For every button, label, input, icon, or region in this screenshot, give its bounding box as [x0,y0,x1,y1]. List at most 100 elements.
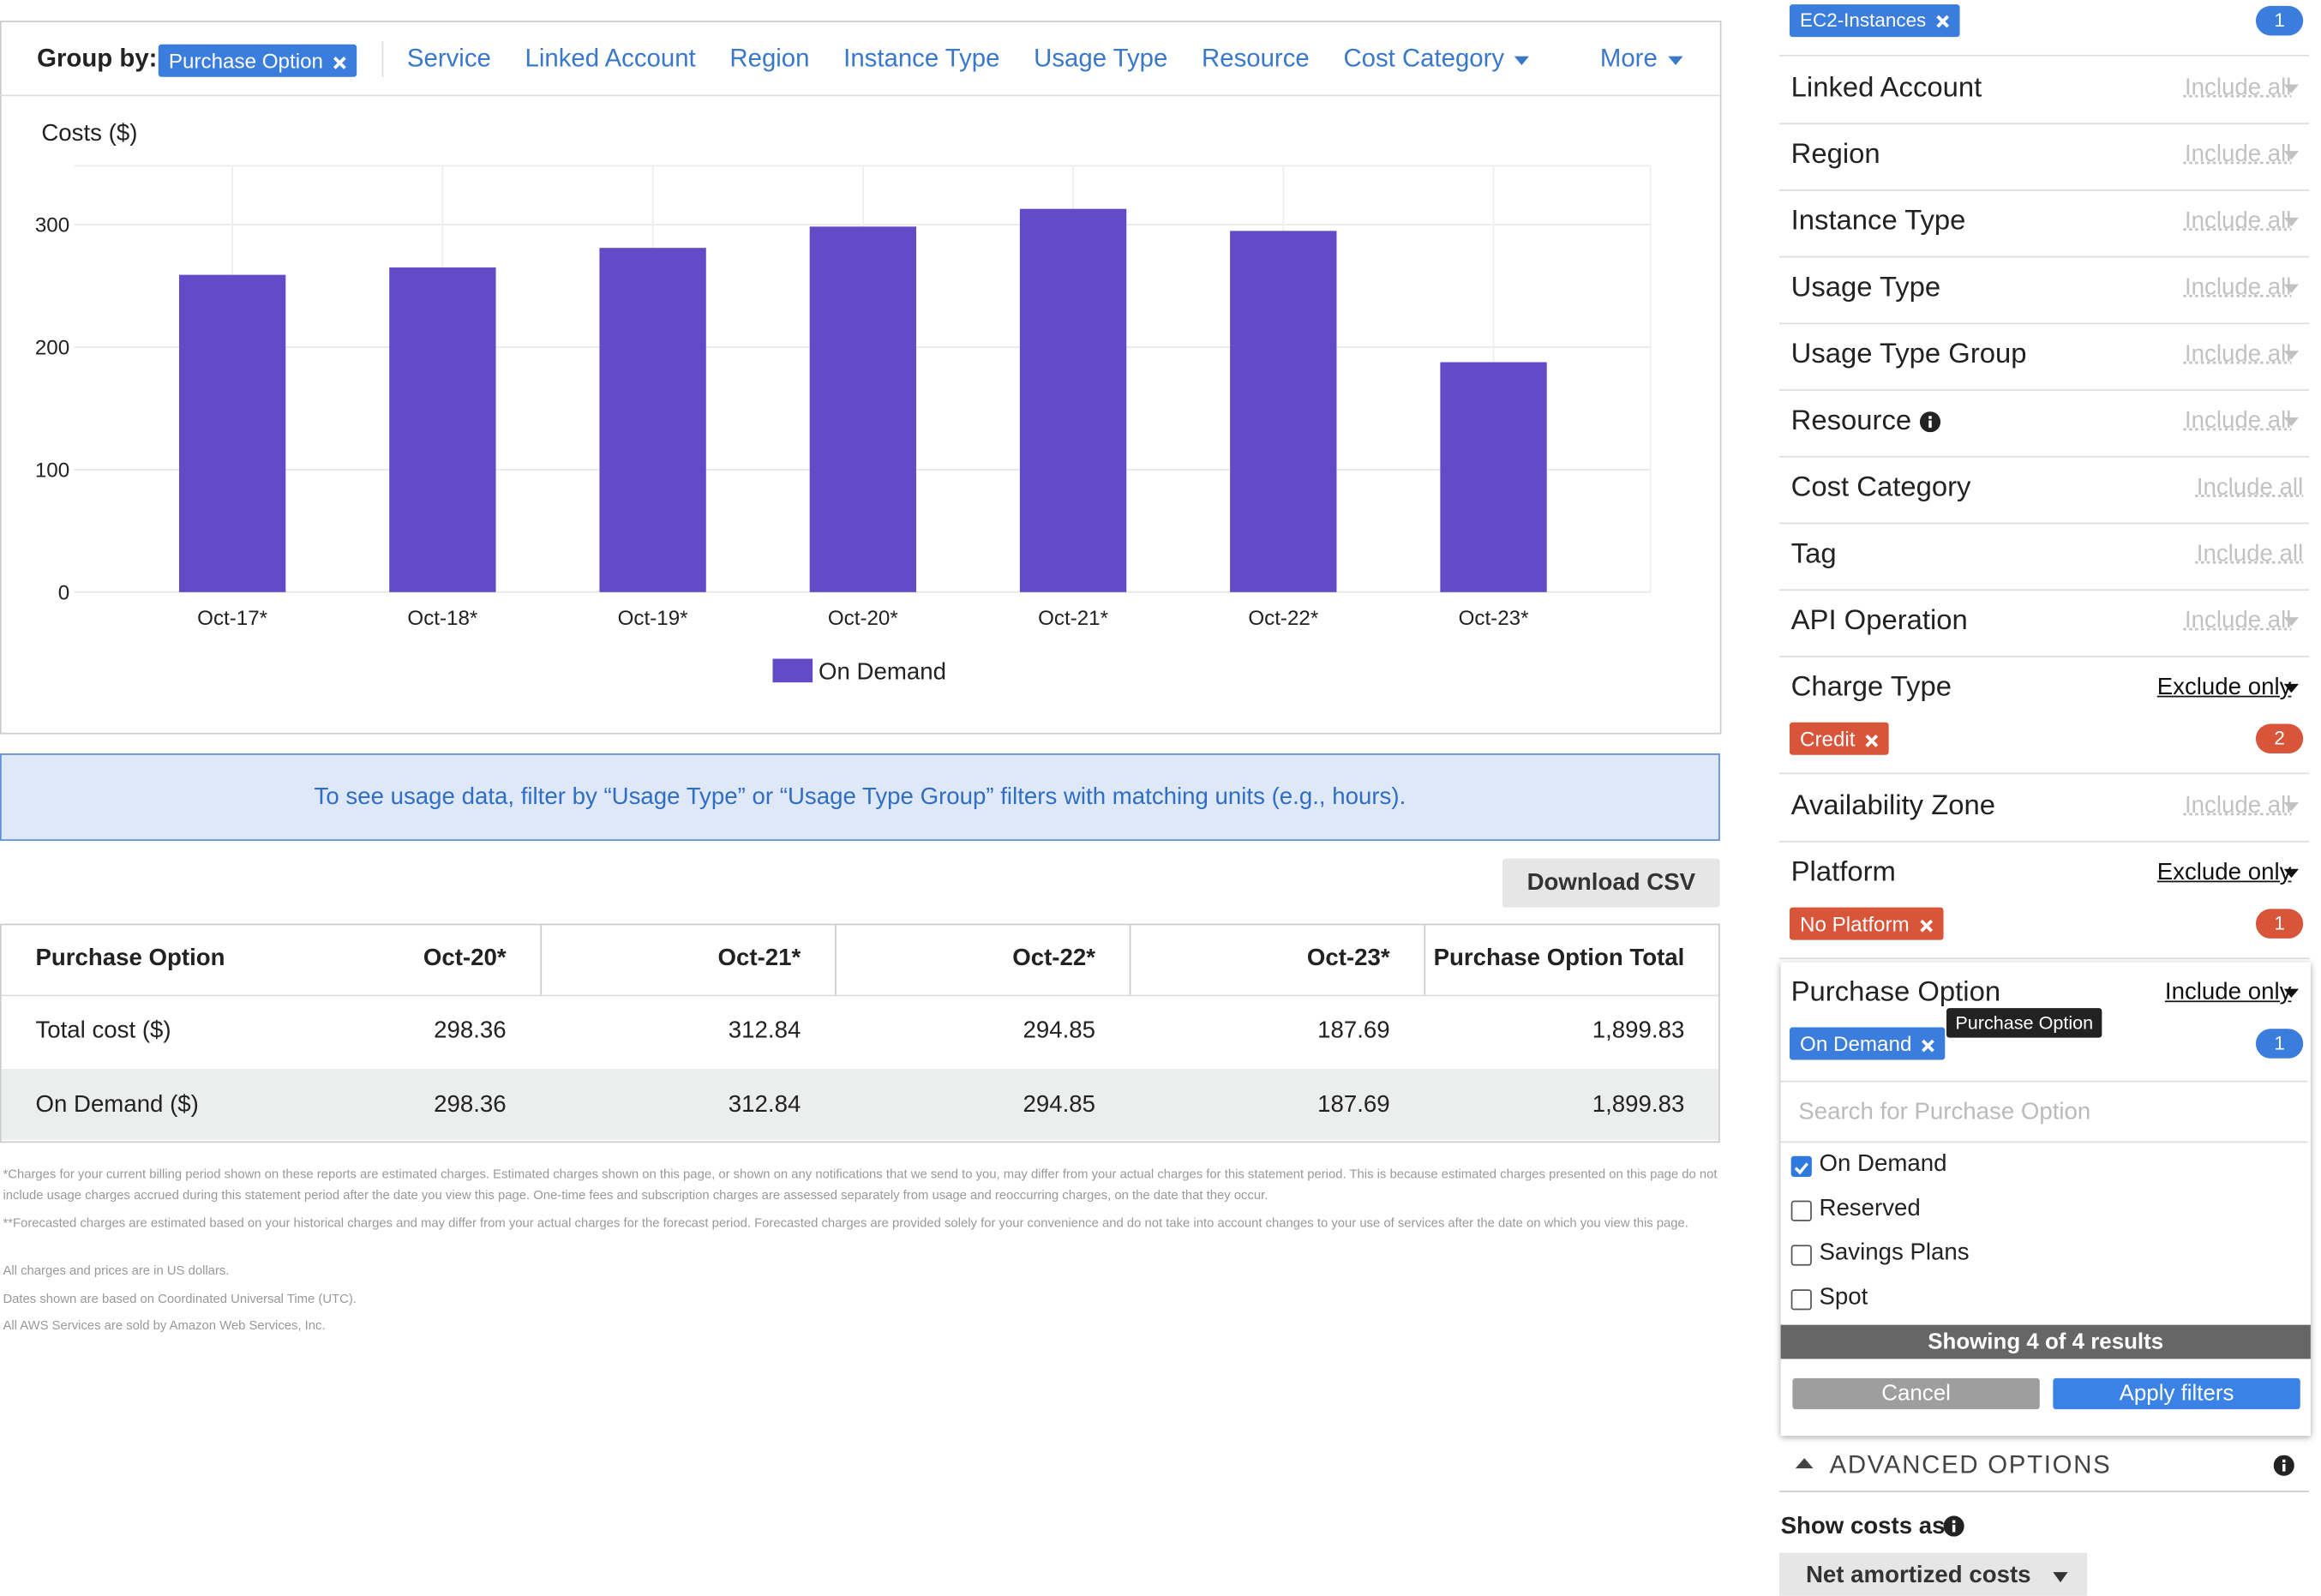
group-option[interactable]: Service [406,44,491,73]
count-badge: 1 [2255,1029,2304,1059]
option-label[interactable]: On Demand [1819,1151,1947,1177]
filter-mode[interactable]: Include all [2196,475,2304,501]
filter-mode[interactable]: Include all [2184,793,2292,819]
table-cell: 187.69 [1317,1018,1390,1044]
filter-label: Resource [1790,405,1912,437]
separator [1778,1491,2310,1492]
table-cell: 312.84 [728,1018,801,1044]
footnote: All charges and prices are in US dollars… [3,1263,230,1278]
table-cell: 187.69 [1317,1092,1390,1118]
option-label[interactable]: Reserved [1819,1196,1921,1221]
dropdown-caret [2283,868,2300,879]
remove-icon[interactable] [333,56,347,69]
checkbox[interactable] [1790,1155,1812,1177]
filter-mode[interactable]: Include all [2184,75,2292,101]
table-cell: Oct-22* [1012,945,1095,971]
table-cell: 1,899.83 [1592,1018,1685,1044]
search-input[interactable]: Search for Purchase Option [1780,1080,2308,1143]
bar [1230,231,1337,592]
table-cell: 294.85 [1023,1092,1095,1118]
chip-label: No Platform [1800,911,1910,936]
filter-chip[interactable]: No Platform [1789,907,1944,940]
y-tick-label: 200 [35,337,69,360]
chart: Costs ($) 0 100 200 300 Oct-17* Oct-18* Oct-19… [0,21,1722,735]
filter-mode[interactable]: Include all [2184,275,2292,301]
apply-button[interactable]: Apply filters [2053,1377,2300,1410]
filter-mode[interactable]: Exclude only [2156,860,2292,885]
cancel-button[interactable]: Cancel [1792,1377,2040,1410]
checkbox[interactable] [1790,1200,1812,1221]
filter-mode[interactable]: Include all [2184,208,2292,234]
show-costs-label: Show costs as [1780,1514,1946,1540]
filter-mode[interactable]: Include all [2184,408,2292,435]
dropdown-caret [2283,417,2300,427]
table-cell: 298.36 [434,1092,507,1118]
group-option[interactable]: Usage Type [1034,44,1168,73]
separator [1778,589,2310,591]
filter-mode[interactable]: Include all [2196,542,2304,567]
remove-icon[interactable] [1936,15,1950,28]
y-axis-label: Costs ($) [41,119,137,146]
group-option[interactable]: Resource [1202,44,1310,73]
separator [1778,772,2310,775]
filter-mode[interactable]: Include only [2164,980,2292,1005]
separator [1778,455,2310,458]
filter-label: Linked Account [1790,72,1982,104]
filter-chip[interactable]: Credit [1789,722,1890,755]
filter-label: Cost Category [1790,471,1971,504]
count-badge: 1 [2255,909,2304,939]
remove-icon[interactable] [1866,734,1880,747]
group-option[interactable]: Linked Account [525,44,696,73]
advanced-options[interactable]: ADVANCED OPTIONS [1829,1450,2112,1479]
checkbox[interactable] [1790,1289,1812,1311]
option-label[interactable]: Spot [1819,1285,1868,1311]
column-divider [1129,925,1131,995]
option-label[interactable]: Savings Plans [1819,1240,1970,1266]
dropdown-caret [2283,84,2300,93]
separator [1778,957,2310,960]
group-option[interactable]: Instance Type [843,44,1000,73]
info-icon[interactable] [2273,1455,2294,1476]
download-button[interactable]: Download CSV [1502,858,1720,908]
filter-chip[interactable]: Purchase Option [158,44,357,77]
filter-mode[interactable]: Include all [2184,141,2292,168]
filter-chip[interactable]: On Demand [1789,1027,1946,1060]
group-option[interactable]: Cost Category [1343,45,1530,75]
table-cell: Purchase Option Total [1433,945,1685,971]
remove-icon[interactable] [1920,919,1934,933]
chip-label: Credit [1800,726,1856,751]
table-cell: 312.84 [728,1092,801,1118]
group-option[interactable]: Region [729,44,810,73]
filter-mode[interactable]: Exclude only [2156,675,2292,700]
results-bar: Showing 4 of 4 results [1780,1324,2311,1359]
legend-label: On Demand [819,658,946,685]
x-tick-label: Oct-17* [197,607,267,630]
column-divider [835,925,837,995]
separator [1778,322,2310,325]
more-menu[interactable]: More [1600,45,1683,75]
filter-mode[interactable]: Include all [2184,341,2292,368]
column-divider [1424,925,1426,995]
bar [178,274,286,592]
count-badge: 2 [2255,723,2304,754]
filter-label: Instance Type [1790,206,1966,237]
checkbox[interactable] [1790,1245,1812,1266]
filter-label: Region [1790,139,1880,171]
info-icon[interactable] [1919,411,1941,433]
group-by-label: Group by: [37,44,158,73]
filter-label: Platform [1790,856,1896,889]
info-icon[interactable] [1943,1515,1964,1537]
table-cell: Oct-20* [423,945,507,971]
separator [1778,54,2310,57]
filter-chip[interactable]: EC2-Instances [1789,4,1961,38]
table-frame [0,923,1720,1143]
remove-icon[interactable] [1922,1039,1935,1053]
table-row-shade [1,1068,1719,1140]
filter-label: API Operation [1790,605,1968,637]
x-tick-label: Oct-19* [618,607,688,630]
separator [381,41,384,77]
table-cell: 1,899.83 [1592,1092,1685,1118]
filter-mode[interactable]: Include all [2184,608,2292,634]
cost-dropdown[interactable]: Net amortized costs [1778,1552,2088,1596]
